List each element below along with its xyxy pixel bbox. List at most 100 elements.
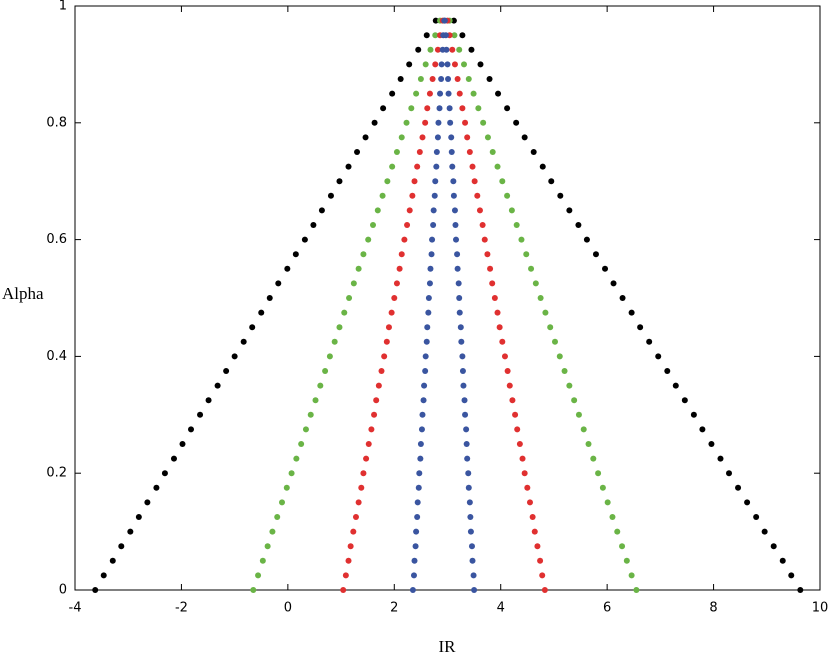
point <box>360 470 367 477</box>
point <box>389 90 396 97</box>
point <box>539 163 546 170</box>
point <box>471 178 478 185</box>
point <box>416 149 423 155</box>
point <box>506 382 513 389</box>
point <box>451 207 458 214</box>
point <box>429 236 436 243</box>
point <box>445 90 452 97</box>
point <box>521 134 528 141</box>
point <box>363 455 370 462</box>
point <box>464 134 471 141</box>
point <box>529 514 536 520</box>
point <box>411 557 418 564</box>
point <box>571 397 578 404</box>
point <box>494 163 501 170</box>
point <box>135 514 142 520</box>
point <box>153 484 160 491</box>
point <box>464 455 471 462</box>
point <box>362 134 369 141</box>
point <box>355 265 362 272</box>
point <box>274 514 281 520</box>
point <box>342 572 349 579</box>
point <box>326 353 333 360</box>
point <box>575 222 582 228</box>
point <box>457 324 464 331</box>
point <box>378 368 385 374</box>
point <box>788 572 795 579</box>
point <box>425 309 432 316</box>
point <box>355 499 362 506</box>
x-tick-label: 10 <box>812 601 829 616</box>
point <box>436 105 443 112</box>
point <box>418 426 425 433</box>
point <box>422 61 429 68</box>
point <box>619 543 626 550</box>
point <box>266 295 273 301</box>
point <box>551 338 558 345</box>
x-tick-label: 2 <box>390 601 398 616</box>
point <box>373 397 380 404</box>
point <box>336 178 343 185</box>
point <box>446 105 453 112</box>
point <box>249 324 256 331</box>
point <box>504 368 511 374</box>
point <box>499 338 506 345</box>
point <box>449 163 456 170</box>
x-tick-label: 0 <box>284 601 292 616</box>
point <box>487 265 494 272</box>
point <box>442 32 449 39</box>
point <box>438 76 445 82</box>
point <box>623 557 630 564</box>
point <box>470 572 477 579</box>
point <box>264 543 271 550</box>
point <box>449 46 456 53</box>
point <box>161 470 168 477</box>
point <box>401 236 408 243</box>
point <box>575 411 582 418</box>
plot-frame <box>74 5 821 591</box>
point <box>424 324 431 331</box>
point <box>414 499 421 506</box>
point <box>441 17 448 24</box>
point <box>413 528 420 535</box>
point <box>797 587 804 593</box>
point <box>468 46 475 53</box>
point <box>466 149 473 155</box>
point <box>340 587 347 593</box>
point <box>385 324 392 331</box>
point <box>413 90 420 97</box>
point <box>298 441 305 447</box>
point <box>566 207 573 214</box>
point <box>466 499 473 506</box>
point <box>480 119 487 126</box>
point <box>434 134 441 141</box>
point <box>397 76 404 82</box>
point <box>458 338 465 345</box>
point <box>633 587 640 593</box>
y-tick-label: 0.8 <box>46 115 67 130</box>
y-tick-label: 0.6 <box>46 232 67 247</box>
point <box>391 295 398 301</box>
x-tick-label: 6 <box>603 601 611 616</box>
point <box>423 338 430 345</box>
point <box>425 295 432 301</box>
point <box>417 76 424 82</box>
point <box>461 397 468 404</box>
point <box>293 455 300 462</box>
point <box>463 441 470 447</box>
point <box>602 265 609 272</box>
point <box>420 397 427 404</box>
point <box>432 61 439 68</box>
point <box>370 222 376 228</box>
point <box>435 119 442 126</box>
point <box>514 426 521 433</box>
point <box>456 46 463 53</box>
point <box>415 484 422 491</box>
point <box>448 134 455 141</box>
point <box>504 192 511 199</box>
point <box>422 353 429 360</box>
point <box>350 528 357 535</box>
point <box>417 441 424 447</box>
point <box>494 309 501 316</box>
point <box>489 280 496 287</box>
